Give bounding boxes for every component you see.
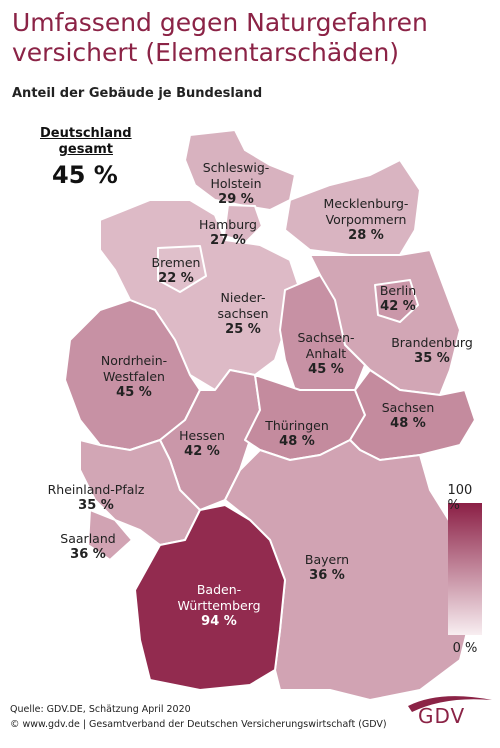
- region-value: 48 %: [279, 434, 315, 449]
- region-label: Thüringen 48 %: [265, 418, 329, 450]
- region-name: Bayern: [304, 552, 350, 567]
- logo-swoosh: [408, 696, 492, 712]
- region-value: 22 %: [158, 271, 194, 286]
- total-label: Deutschland gesamt: [40, 126, 132, 157]
- region-value: 36 %: [70, 547, 106, 562]
- region-name: Berlin: [379, 283, 417, 298]
- region-value: 28 %: [348, 228, 384, 243]
- region-name: Sachsen- Anhalt: [297, 330, 355, 361]
- title: Umfassend gegen Naturgefahren versichert…: [12, 8, 428, 67]
- region-name: Mecklenburg- Vorpommern: [323, 196, 409, 227]
- region: [284, 159, 421, 256]
- region-label: Baden- Württemberg 94 %: [177, 582, 260, 630]
- region-value: 45 %: [308, 362, 344, 377]
- region-label: Schleswig- Holstein 29 %: [203, 160, 270, 208]
- region-name: Nieder- sachsen: [217, 290, 269, 321]
- region-name: Baden- Württemberg: [177, 582, 261, 613]
- copyright: © www.gdv.de | Gesamtverband der Deutsch…: [10, 719, 387, 730]
- region-label: Bremen 22 %: [152, 255, 201, 287]
- region-value: 25 %: [225, 322, 261, 337]
- region-name: Schleswig- Holstein: [202, 160, 270, 191]
- region-label: Sachsen 48 %: [382, 400, 435, 432]
- subtitle: Anteil der Gebäude je Bundesland: [12, 86, 263, 101]
- region-label: Sachsen- Anhalt 45 %: [297, 330, 354, 378]
- legend-label: 0 %: [452, 641, 478, 656]
- region-label: Nordrhein- Westfalen 45 %: [101, 353, 167, 401]
- region-label: Nieder- sachsen 25 %: [217, 290, 268, 338]
- region: [134, 504, 286, 691]
- region-value: 94 %: [201, 614, 237, 629]
- region-value: 35 %: [78, 498, 114, 513]
- region-label: Mecklenburg- Vorpommern 28 %: [324, 196, 409, 244]
- region-label: Hamburg 27 %: [199, 217, 257, 249]
- region-value: 29 %: [218, 192, 254, 207]
- region: [374, 279, 419, 323]
- region-label: Saarland 36 %: [60, 531, 115, 563]
- region-label: Hessen 42 %: [179, 428, 225, 460]
- region: [157, 245, 207, 293]
- region-name: Saarland: [60, 531, 116, 546]
- region-value: 45 %: [116, 385, 152, 400]
- region-value: 35 %: [414, 351, 450, 366]
- region-name: Rheinland-Pfalz: [47, 482, 145, 497]
- region-name: Nordrhein- Westfalen: [100, 353, 168, 384]
- total-value: 45 %: [52, 161, 118, 189]
- region-value: 36 %: [309, 568, 345, 583]
- region-name: Thüringen: [265, 418, 329, 433]
- region-value: 42 %: [380, 299, 416, 314]
- region-name: Bremen: [151, 255, 201, 270]
- region-label: Brandenburg 35 %: [391, 335, 473, 367]
- region: [87, 509, 133, 561]
- region-value: 27 %: [210, 233, 246, 248]
- logo: GDV: [418, 704, 466, 728]
- region-label: Berlin 42 %: [380, 283, 416, 315]
- region: [184, 129, 296, 211]
- region-label: Rheinland-Pfalz 35 %: [48, 482, 145, 514]
- region-value: 48 %: [390, 416, 426, 431]
- region-name: Hessen: [179, 428, 225, 443]
- source: Quelle: GDV.DE, Schätzung April 2020: [10, 704, 191, 715]
- legend-scale: [448, 503, 482, 635]
- region-label: Bayern 36 %: [305, 552, 349, 584]
- legend-label: 100 %: [447, 483, 473, 513]
- region: [223, 204, 263, 243]
- region-name: Sachsen: [381, 400, 435, 415]
- region-name: Hamburg: [199, 217, 257, 232]
- region-value: 42 %: [184, 444, 220, 459]
- region-name: Brandenburg: [391, 335, 473, 350]
